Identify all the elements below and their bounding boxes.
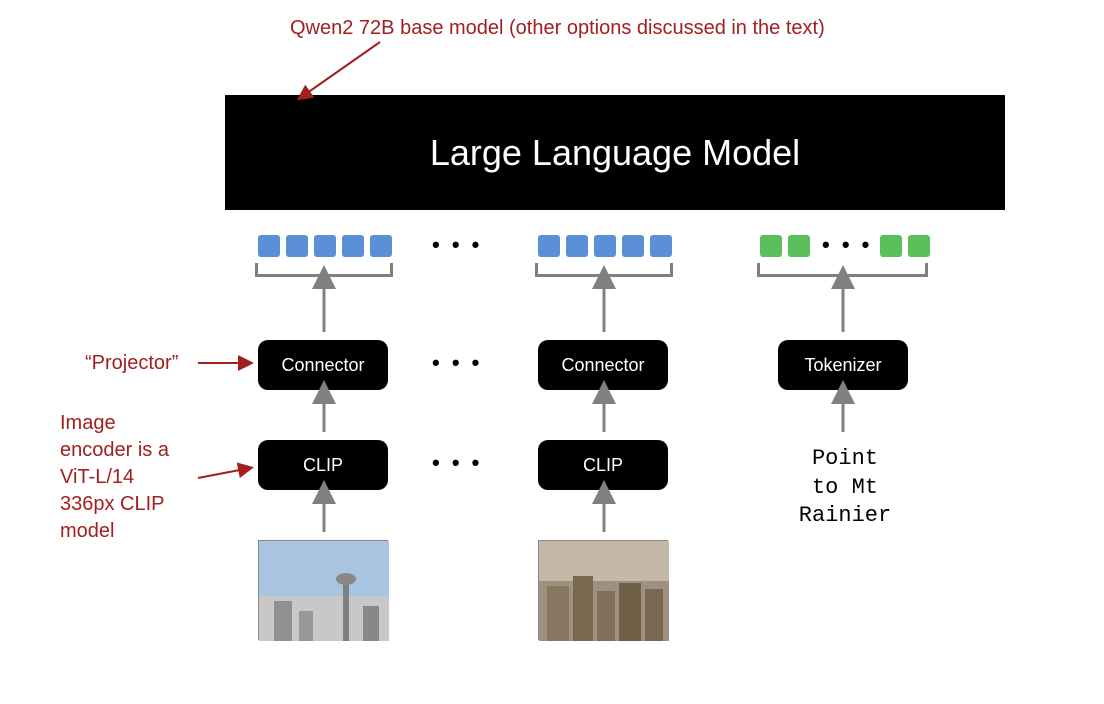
input-image-1 — [258, 540, 388, 640]
skyline-icon-b — [539, 541, 669, 641]
skyline-icon-a — [259, 541, 389, 641]
anno-arrow-top — [300, 42, 380, 98]
anno-arrow-encoder — [198, 468, 250, 478]
input-image-2 — [538, 540, 668, 640]
text-input: Point to Mt Rainier — [795, 445, 895, 531]
